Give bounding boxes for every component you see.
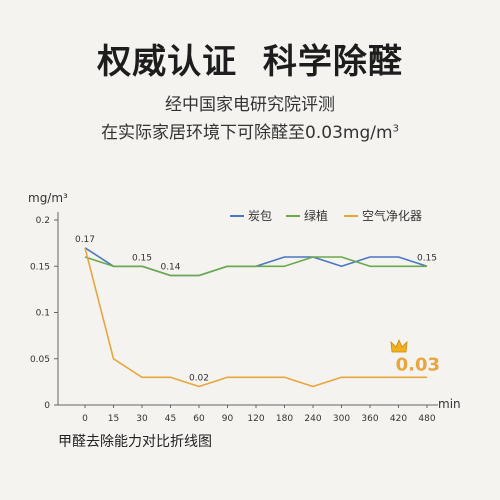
x-axis-unit-label: min [438,397,461,411]
x-tick-label: 60 [193,414,205,424]
x-tick-label: 0 [82,414,88,424]
crown-icon [390,338,408,353]
x-tick-label: 90 [222,414,234,424]
x-tick-label: 480 [418,414,435,424]
legend-label: 炭包 [248,209,272,223]
y-tick-label: 0.05 [30,355,50,365]
x-tick-label: 180 [276,414,293,424]
data-label: 0.15 [417,253,437,263]
x-tick-label: 120 [247,414,264,424]
chart-caption: 甲醛去除能力对比折线图 [58,434,212,450]
x-tick-label: 15 [108,414,119,424]
x-tick-label: 300 [333,414,350,424]
highlight-value: 0.03 [396,354,440,375]
legend-label: 空气净化器 [362,208,422,223]
y-tick-label: 0.2 [36,216,50,226]
subtitle-line-2: 在实际家居环境下可除醛至0.03mg/m3 [0,118,500,143]
x-tick-label: 420 [390,414,407,424]
x-tick-label: 30 [136,414,148,424]
data-label: 0.17 [75,235,95,245]
series-line-1 [84,256,427,277]
subtitle-line-2-text: 在实际家居环境下可除醛至0.03mg/m [101,123,393,143]
y-tick-label: 0 [44,401,50,411]
subtitle-line-1: 经中国家电研究院评测 [165,95,335,115]
x-tick-label: 45 [165,414,176,424]
y-tick-label: 0.1 [36,309,50,319]
legend-label: 绿植 [304,208,328,223]
subtitle-line-2-superscript: 3 [392,123,399,135]
series-line-2 [84,247,427,388]
data-label: 0.02 [189,374,209,384]
x-tick-label: 360 [361,414,378,424]
y-axis-unit-label: mg/m³ [28,191,68,205]
data-label: 0.15 [132,253,152,263]
headline: 权威认证 科学除醛 [97,42,403,82]
data-label: 0.14 [160,263,180,273]
x-tick-label: 240 [304,414,321,424]
y-tick-label: 0.15 [30,262,50,272]
